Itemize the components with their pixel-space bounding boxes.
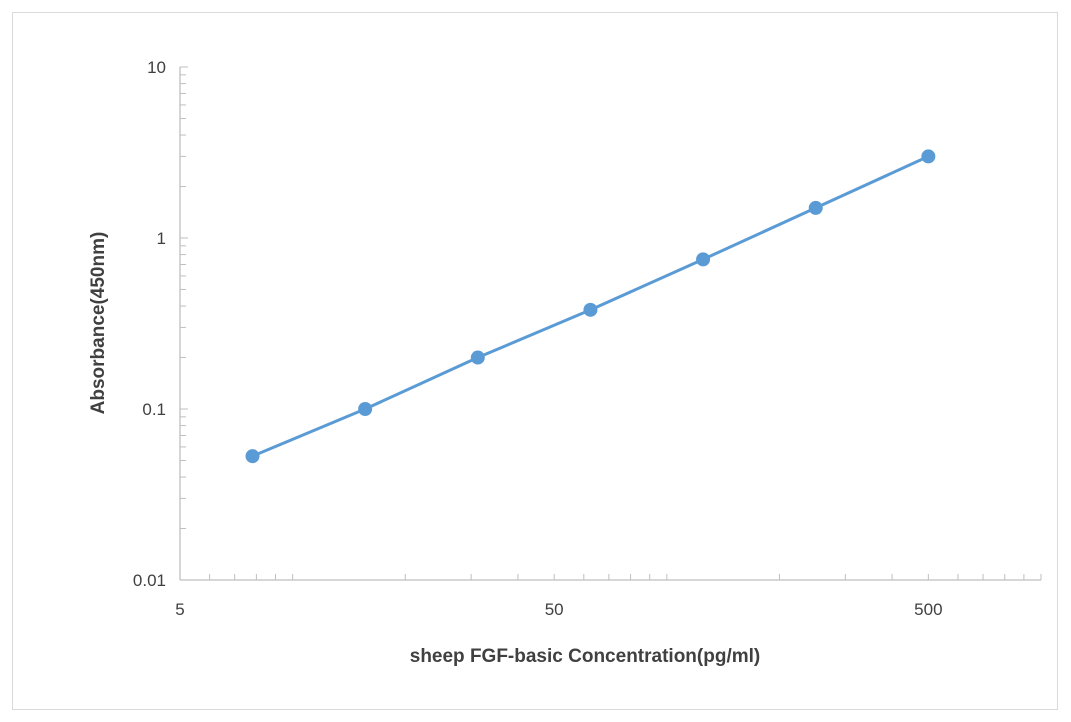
y-tick-labels: 10 1 0.1 0.01 bbox=[133, 58, 166, 590]
y-tick-label: 0.01 bbox=[133, 571, 166, 590]
data-point bbox=[358, 402, 373, 416]
chart-frame bbox=[12, 12, 1058, 710]
x-tick-label: 5 bbox=[175, 600, 184, 619]
data-point bbox=[470, 350, 485, 365]
x-minor-ticks bbox=[179, 574, 1042, 580]
y-minor-ticks bbox=[180, 66, 188, 581]
y-tick-label: 1 bbox=[157, 229, 166, 248]
data-point bbox=[245, 449, 260, 464]
x-tick-label: 50 bbox=[545, 600, 564, 619]
y-tick-label: 0.1 bbox=[142, 400, 166, 419]
data-point bbox=[696, 252, 711, 267]
y-axis-title: Absorbance(450nm) bbox=[88, 232, 109, 415]
data-point bbox=[808, 200, 823, 215]
x-tick-label: 500 bbox=[914, 600, 942, 619]
data-point bbox=[583, 302, 598, 317]
x-axis-title: sheep FGF-basic Concentration(pg/ml) bbox=[410, 646, 760, 667]
x-tick-labels: 5 50 500 bbox=[175, 600, 942, 619]
data-point bbox=[921, 149, 936, 164]
y-tick-label: 10 bbox=[147, 58, 166, 77]
series-layer bbox=[245, 149, 936, 464]
